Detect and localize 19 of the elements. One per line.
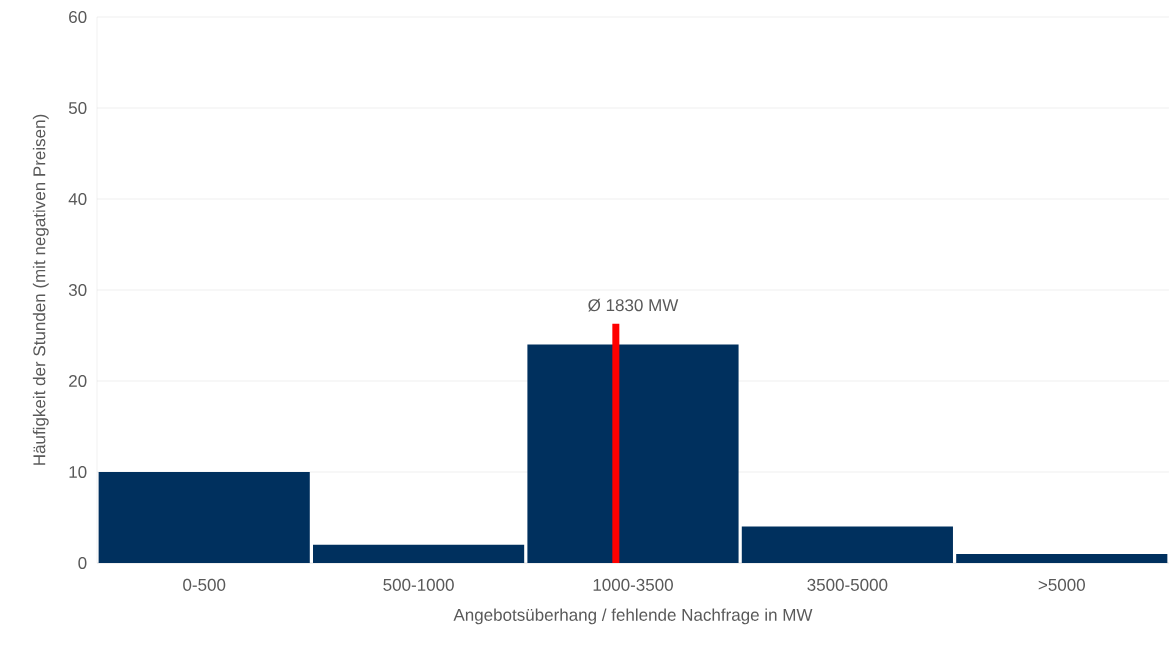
x-tick-label: 500-1000 bbox=[383, 578, 454, 591]
x-axis-title: Angebotsüberhang / fehlende Nachfrage in MW bbox=[453, 608, 813, 625]
x-tick-label: >5000 bbox=[1038, 578, 1085, 591]
y-axis-title: Häufigkeit der Stunden (mit negativen Preisen) bbox=[32, 114, 49, 465]
bar bbox=[956, 553, 1168, 563]
x-tick-label: 1000-3500 bbox=[593, 578, 673, 591]
bar bbox=[741, 526, 953, 563]
annotation: Ø 1830 MW bbox=[588, 298, 679, 312]
x-tick-label: 0-500 bbox=[183, 578, 226, 591]
y-tick-label: 50 bbox=[68, 101, 87, 115]
x-tick-label: 3500-5000 bbox=[807, 578, 888, 591]
y-tick-label: 20 bbox=[69, 374, 87, 388]
y-tick-label: 0 bbox=[78, 556, 87, 570]
y-tick-label: 30 bbox=[68, 283, 87, 297]
bar bbox=[98, 471, 310, 563]
y-tick-label: 60 bbox=[69, 10, 87, 24]
y-tick-label: 40 bbox=[68, 192, 87, 206]
bar bbox=[313, 544, 525, 563]
y-tick-label: 10 bbox=[69, 465, 87, 479]
